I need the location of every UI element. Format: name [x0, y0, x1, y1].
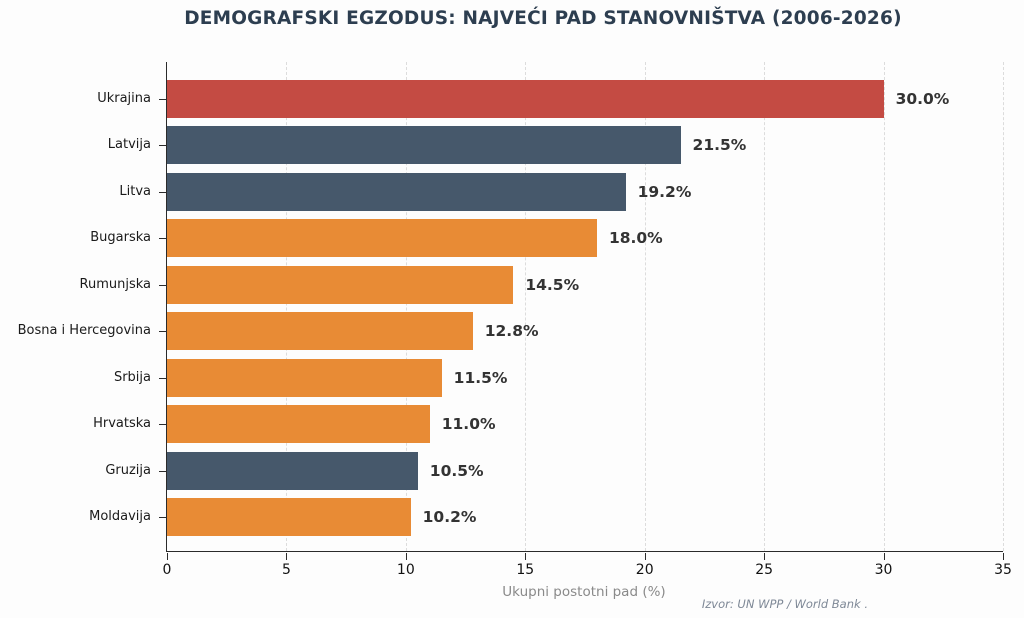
bar-hrvatska	[167, 405, 430, 443]
x-tick-mark	[286, 553, 288, 560]
value-label: 11.0%	[441, 415, 496, 433]
y-tick-mark	[159, 517, 166, 518]
y-tick-mark	[159, 98, 166, 100]
x-tick-mark	[1003, 553, 1004, 560]
x-tick-label: 10	[396, 562, 415, 578]
y-tick-label: Latvija	[107, 137, 151, 152]
x-tick-label: 15	[516, 562, 535, 578]
x-tick-mark	[167, 553, 168, 560]
x-tick-label: 35	[994, 562, 1012, 578]
x-tick-mark	[644, 553, 646, 560]
y-tick-label: Ukrajina	[97, 90, 151, 106]
y-tick-mark	[159, 331, 166, 332]
y-tick-mark	[159, 377, 166, 379]
gridline	[1003, 62, 1004, 551]
x-tick-mark	[525, 553, 527, 560]
x-tick-mark	[764, 553, 766, 560]
y-tick-label: Gruzija	[105, 462, 151, 478]
x-tick-label: 5	[281, 562, 291, 578]
y-tick-label: Hrvatska	[93, 416, 151, 431]
x-tick-mark	[883, 553, 885, 560]
bar-litva	[167, 172, 626, 211]
x-tick-label: 25	[755, 562, 774, 578]
x-tick-label: 30	[874, 562, 893, 578]
x-tick-mark	[405, 553, 407, 560]
source-note: Izvor: UN WPP / World Bank .	[701, 597, 868, 611]
value-label: 18.0%	[608, 229, 663, 247]
plot-area: 30.0% Ukrajina 21.5% Latvija 19.2% Litva 18.0%…	[18, 62, 1012, 578]
x-axis-label: Ukupni postotni pad (%)	[502, 584, 666, 600]
y-tick-label: Srbija	[113, 369, 151, 385]
bar-bugarska	[167, 219, 597, 257]
value-label: 30.0%	[895, 89, 950, 108]
bar-moldavija	[167, 498, 411, 536]
value-label: 10.2%	[422, 508, 477, 526]
y-tick-label: Litva	[119, 183, 151, 199]
gridline	[644, 62, 646, 551]
gridline	[883, 62, 885, 551]
value-label: 11.5%	[453, 368, 508, 387]
value-label: 21.5%	[692, 136, 747, 154]
y-tick-label: Moldavija	[89, 509, 151, 524]
y-tick-mark	[159, 238, 166, 239]
y-tick-mark	[159, 424, 166, 425]
y-tick-label: Rumunjska	[79, 276, 151, 292]
gridline	[286, 62, 288, 551]
bar-srbija	[167, 358, 442, 397]
bar-rumunjska	[167, 265, 514, 304]
value-label: 12.8%	[484, 322, 539, 340]
bar-bosna-i-hercegovina	[167, 312, 473, 350]
bar-gruzija	[167, 451, 418, 490]
y-tick-label: Bosna i Hercegovina	[17, 323, 151, 338]
bar-latvija	[167, 126, 681, 164]
x-tick-label: 0	[162, 562, 172, 578]
y-tick-mark	[159, 191, 166, 193]
gridline	[405, 62, 407, 551]
y-tick-mark	[159, 284, 166, 286]
value-label: 10.5%	[429, 461, 484, 480]
bar-ukrajina	[167, 79, 884, 118]
gridline	[525, 62, 527, 551]
chart-title: DEMOGRAFSKI EGZODUS: NAJVEĆI PAD STANOVN…	[184, 8, 902, 29]
gridline	[764, 62, 766, 551]
y-tick-label: Bugarska	[90, 230, 151, 245]
value-label: 14.5%	[525, 275, 580, 294]
value-label: 19.2%	[637, 182, 692, 201]
y-tick-mark	[159, 470, 166, 472]
x-tick-label: 20	[635, 562, 654, 578]
y-tick-mark	[159, 145, 166, 146]
